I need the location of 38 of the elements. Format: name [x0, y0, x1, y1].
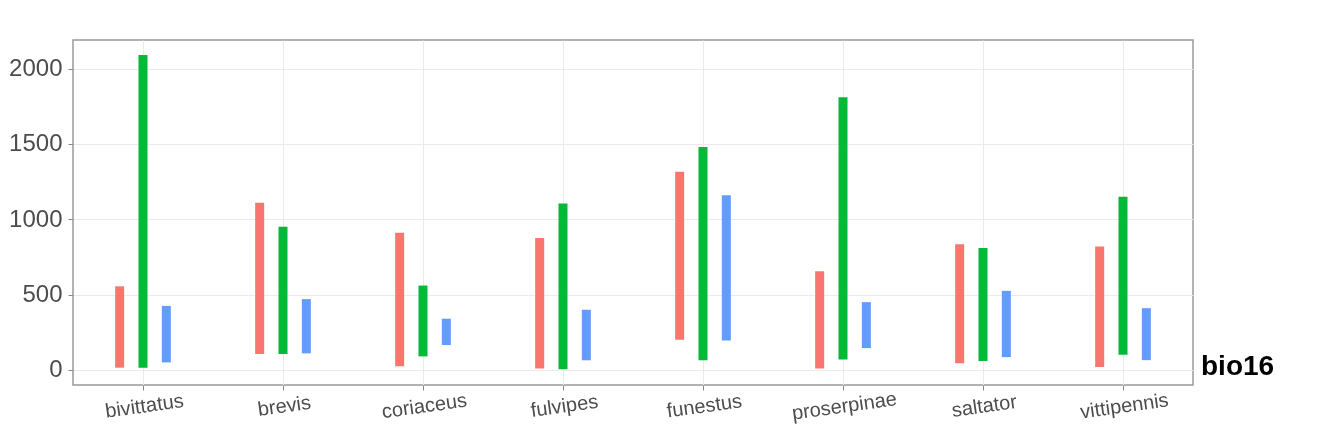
bar [1118, 196, 1128, 355]
bar [301, 299, 311, 354]
bar [418, 285, 428, 357]
bar [395, 232, 405, 367]
bar [1095, 246, 1105, 367]
y-tick-label: 500 [22, 280, 63, 308]
x-tick-label: coriaceus [380, 388, 469, 423]
bar [535, 238, 545, 369]
bar [815, 271, 825, 369]
x-tick-label: funestus [665, 389, 744, 422]
bar [138, 55, 148, 368]
bar [675, 171, 685, 340]
y-tick-label: 1500 [9, 129, 63, 157]
x-tick-label: bivittatus [103, 389, 185, 422]
bar [255, 202, 265, 355]
bar [115, 286, 125, 368]
bar [441, 318, 451, 346]
y-tick-label: 0 [49, 355, 63, 383]
bar [161, 305, 171, 363]
bar [1001, 290, 1011, 358]
x-tick-label: saltator [950, 389, 1019, 421]
y-tick-label: 1000 [9, 204, 63, 232]
bar [721, 195, 731, 341]
bar [861, 302, 871, 349]
text: bio16 [1201, 350, 1275, 381]
bar [1141, 308, 1151, 361]
bar [955, 244, 965, 364]
x-tick-label: fulvipes [529, 389, 600, 422]
x-tick-label: vittipennis [1078, 388, 1170, 423]
x-tick-label: proserpinae [790, 387, 899, 424]
x-tick-label: brevis [256, 390, 313, 421]
bar [278, 226, 288, 355]
bar [978, 247, 988, 361]
bar [838, 97, 848, 360]
bar [698, 146, 708, 361]
y-tick-label: 2000 [9, 54, 63, 82]
bar [558, 203, 568, 370]
bar [581, 309, 591, 361]
